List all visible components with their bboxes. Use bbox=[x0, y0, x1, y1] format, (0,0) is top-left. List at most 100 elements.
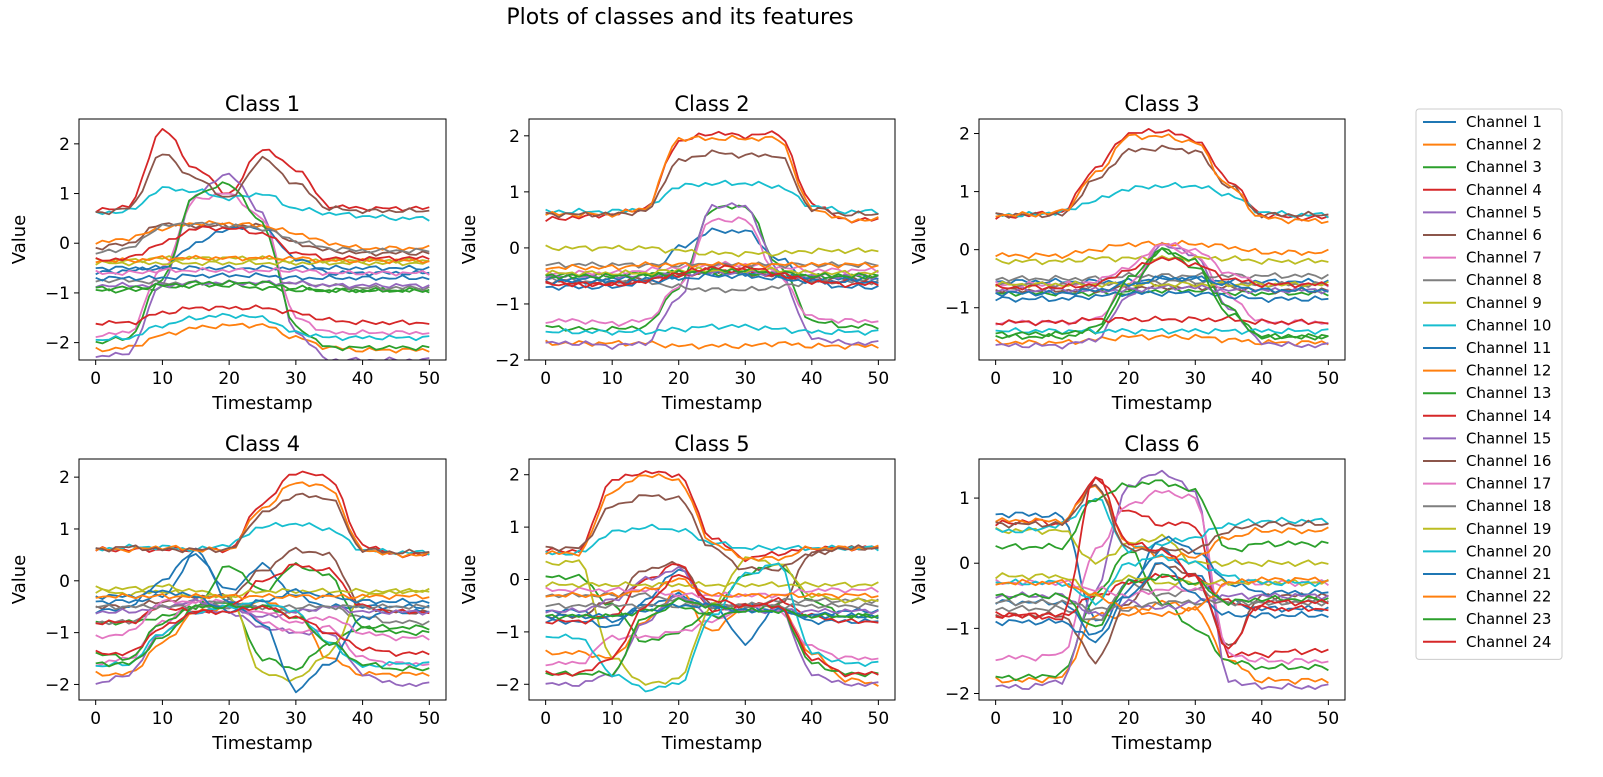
plot-frame bbox=[528, 118, 896, 361]
x-tick-label: 40 bbox=[801, 369, 823, 389]
series-line-channel-16 bbox=[95, 153, 430, 216]
x-tick-label: 40 bbox=[352, 709, 374, 729]
legend-label: Channel 16 bbox=[1466, 452, 1551, 470]
series-line-channel-13 bbox=[995, 479, 1329, 553]
plot-frame bbox=[78, 458, 447, 701]
series-line-channel-19 bbox=[95, 587, 430, 600]
y-tick-label: 1 bbox=[509, 183, 520, 203]
y-tick-label: 2 bbox=[959, 125, 970, 145]
y-axis-label: Value bbox=[459, 215, 480, 264]
legend-label: Channel 12 bbox=[1466, 362, 1551, 380]
legend-item: Channel 7 bbox=[1423, 249, 1542, 267]
y-tick-label: −1 bbox=[495, 295, 520, 315]
series-line-channel-3 bbox=[95, 282, 430, 294]
series-line-channel-19 bbox=[545, 581, 879, 589]
x-tick-label: 10 bbox=[1051, 709, 1073, 729]
subplot-title: Class 1 bbox=[225, 92, 300, 116]
legend-item: Channel 13 bbox=[1423, 384, 1551, 402]
series-line-channel-23 bbox=[545, 597, 879, 620]
figure-title: Plots of classes and its features bbox=[506, 5, 853, 30]
legend-label: Channel 17 bbox=[1466, 475, 1551, 493]
series-line-channel-18 bbox=[545, 261, 879, 269]
series-line-channel-21 bbox=[995, 275, 1329, 298]
legend-item: Channel 23 bbox=[1423, 610, 1551, 628]
y-tick-label: −2 bbox=[945, 684, 970, 704]
x-tick-label: 40 bbox=[801, 709, 823, 729]
legend-label: Channel 6 bbox=[1466, 226, 1542, 244]
series-line-channel-4 bbox=[995, 127, 1329, 222]
legend: Channel 1 Channel 2 Channel 3 Channel 4 Chan… bbox=[1415, 108, 1563, 660]
x-tick-label: 0 bbox=[990, 369, 1001, 389]
series-line-channel-11 bbox=[95, 547, 430, 694]
series-line-channel-17 bbox=[95, 266, 430, 277]
y-axis-label: Value bbox=[909, 215, 930, 264]
x-axis-label: Timestamp bbox=[1111, 733, 1212, 754]
legend-label: Channel 1 bbox=[1466, 113, 1542, 131]
legend-item: Channel 11 bbox=[1423, 339, 1551, 357]
series-line-channel-18 bbox=[95, 221, 430, 255]
y-axis-label: Value bbox=[9, 555, 30, 604]
legend-label: Channel 5 bbox=[1466, 203, 1542, 221]
legend-label: Channel 3 bbox=[1466, 158, 1542, 176]
y-tick-label: 2 bbox=[509, 127, 520, 147]
series-line-channel-14 bbox=[995, 315, 1329, 327]
x-tick-label: 20 bbox=[218, 709, 240, 729]
legend-label: Channel 22 bbox=[1466, 588, 1551, 606]
series-line-channel-16 bbox=[995, 144, 1329, 219]
x-tick-label: 40 bbox=[352, 369, 374, 389]
x-tick-label: 10 bbox=[1051, 369, 1073, 389]
series-line-channel-10 bbox=[545, 179, 879, 215]
plot-frame bbox=[978, 458, 1346, 701]
series-line-channel-18 bbox=[545, 602, 879, 610]
series-line-channel-20 bbox=[995, 553, 1329, 606]
series-line-channel-11 bbox=[995, 290, 1329, 304]
x-tick-label: 0 bbox=[90, 369, 101, 389]
series-line-channel-10 bbox=[995, 181, 1329, 219]
series-line-channel-8 bbox=[995, 271, 1329, 282]
legend-label: Channel 13 bbox=[1466, 384, 1551, 402]
y-tick-label: 0 bbox=[959, 554, 970, 574]
subplot-5: 0 10 20 30 40 50 −2 −1 0 1 2 Class 5 Timestamp Value bbox=[459, 432, 896, 754]
legend-item: Channel 17 bbox=[1423, 475, 1551, 493]
x-tick-label: 30 bbox=[734, 369, 756, 389]
y-tick-label: 1 bbox=[959, 489, 970, 509]
legend-item: Channel 21 bbox=[1423, 565, 1551, 583]
legend-item: Channel 1 bbox=[1423, 113, 1542, 131]
x-tick-label: 40 bbox=[1251, 709, 1273, 729]
series-line-channel-16 bbox=[95, 492, 430, 555]
series-line-channel-8 bbox=[995, 578, 1329, 621]
series-line-channel-12 bbox=[995, 484, 1329, 560]
series-line-channel-9 bbox=[995, 255, 1329, 266]
series-line-channel-23 bbox=[545, 266, 879, 280]
subplot-title: Class 3 bbox=[1124, 92, 1199, 116]
legend-item: Channel 24 bbox=[1423, 633, 1551, 651]
legend-item: Channel 9 bbox=[1423, 294, 1542, 312]
series-line-channel-2 bbox=[995, 599, 1329, 685]
legend-item: Channel 14 bbox=[1423, 407, 1551, 425]
subplot-2: 0 10 20 30 40 50 −2 −1 0 1 2 Class 2 Timestamp Value bbox=[459, 92, 896, 414]
legend-label: Channel 4 bbox=[1466, 181, 1542, 199]
subplot-title: Class 4 bbox=[225, 432, 300, 456]
x-axis-label: Timestamp bbox=[661, 393, 762, 414]
series-line-channel-9 bbox=[995, 526, 1329, 568]
series-line-channel-19 bbox=[95, 259, 430, 267]
series-line-channel-22 bbox=[545, 577, 879, 599]
series-line-channel-9 bbox=[95, 583, 430, 683]
legend-label: Channel 11 bbox=[1466, 339, 1551, 357]
legend-item: Channel 18 bbox=[1423, 497, 1551, 515]
series-line-channel-23 bbox=[95, 279, 430, 294]
legend-label: Channel 24 bbox=[1466, 633, 1551, 651]
y-axis-label: Value bbox=[9, 215, 30, 264]
legend-label: Channel 9 bbox=[1466, 294, 1542, 312]
series-line-channel-18 bbox=[95, 603, 430, 611]
x-tick-label: 20 bbox=[668, 369, 690, 389]
plot-frame bbox=[78, 118, 447, 361]
series-line-channel-24 bbox=[95, 605, 430, 657]
subplot-title: Class 5 bbox=[674, 432, 749, 456]
x-tick-label: 50 bbox=[418, 369, 440, 389]
series-line-channel-5 bbox=[545, 202, 879, 350]
series-line-channel-13 bbox=[95, 562, 430, 661]
series-line-channel-4 bbox=[95, 127, 430, 213]
series-line-channel-2 bbox=[995, 333, 1329, 347]
